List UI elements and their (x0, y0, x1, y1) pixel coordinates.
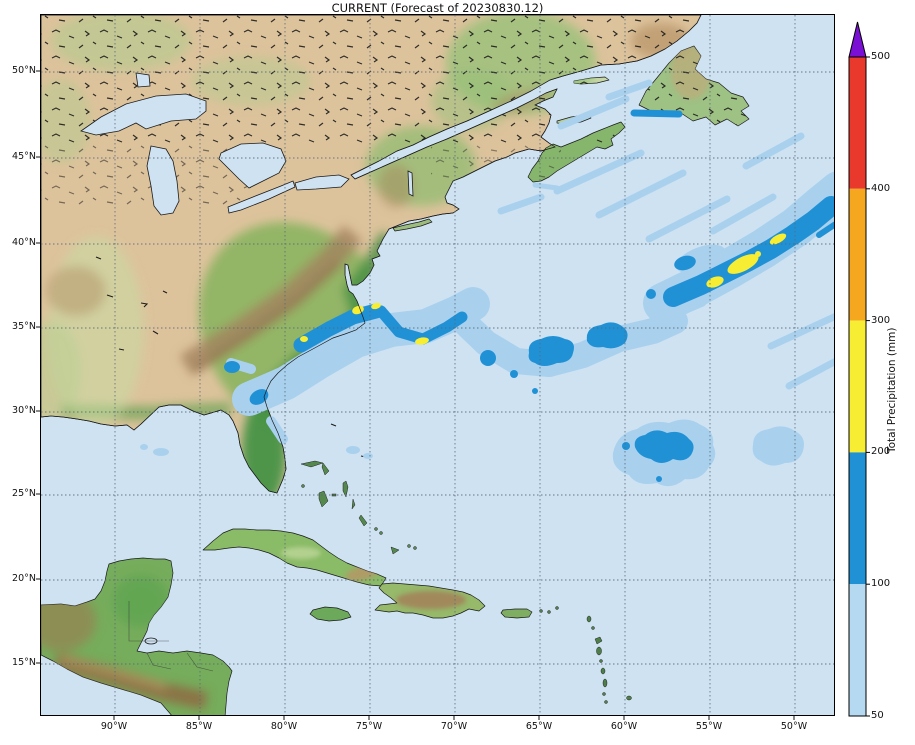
map-canvas (41, 15, 834, 715)
precip-heavy (300, 233, 787, 345)
colorbar-seg-100-200 (849, 452, 866, 585)
map-plot-area (40, 14, 835, 716)
colorbar-tick-300: 300 (871, 315, 891, 326)
colorbar-tick-400: 400 (871, 183, 891, 194)
graticule (41, 15, 834, 715)
great-lakes (80, 72, 414, 645)
lat-label-50n: 50°N (12, 65, 36, 76)
colorbar-tick-200: 200 (871, 446, 891, 457)
colorbar (848, 21, 870, 717)
lon-label-70w: 70°W (440, 721, 468, 732)
colorbar-seg-300-400 (849, 188, 866, 321)
colorbar-overflow-arrow (848, 21, 867, 58)
plot-title: CURRENT (Forecast of 20230830.12) (331, 1, 544, 15)
lat-label-45n: 45°N (12, 151, 36, 162)
country-borders (128, 601, 214, 672)
colorbar-tick-100: 100 (871, 578, 891, 589)
colorbar-seg-50-100 (849, 584, 866, 716)
colorbar-seg-400-500 (849, 57, 866, 189)
lat-label-35n: 35°N (12, 321, 36, 332)
lon-label-85w: 85°W (185, 721, 213, 732)
precip-moderate-fills (224, 255, 696, 482)
lon-label-80w: 80°W (270, 721, 298, 732)
lat-label-15n: 15°N (12, 657, 36, 668)
small-lakes (95, 256, 367, 458)
colorbar-tick-50: 50 (871, 710, 884, 721)
colorbar-tick-marks (866, 56, 870, 717)
lon-label-75w: 75°W (355, 721, 383, 732)
colorbar-tick-500: 500 (871, 51, 891, 62)
lon-label-50w: 50°W (780, 721, 808, 732)
colorbar-outline (848, 56, 867, 717)
colorbar-seg-200-300 (849, 320, 866, 453)
lon-label-65w: 65°W (525, 721, 553, 732)
lesser-antilles (539, 606, 632, 704)
lat-label-40n: 40°N (12, 237, 36, 248)
lat-label-30n: 30°N (12, 405, 36, 416)
lat-label-25n: 25°N (12, 488, 36, 499)
lat-label-20n: 20°N (12, 573, 36, 584)
lon-label-55w: 55°W (695, 721, 723, 732)
colorbar-axis-label: Total Precipitation (mm) (886, 327, 898, 453)
lon-label-90w: 90°W (100, 721, 128, 732)
lon-label-60w: 60°W (610, 721, 638, 732)
